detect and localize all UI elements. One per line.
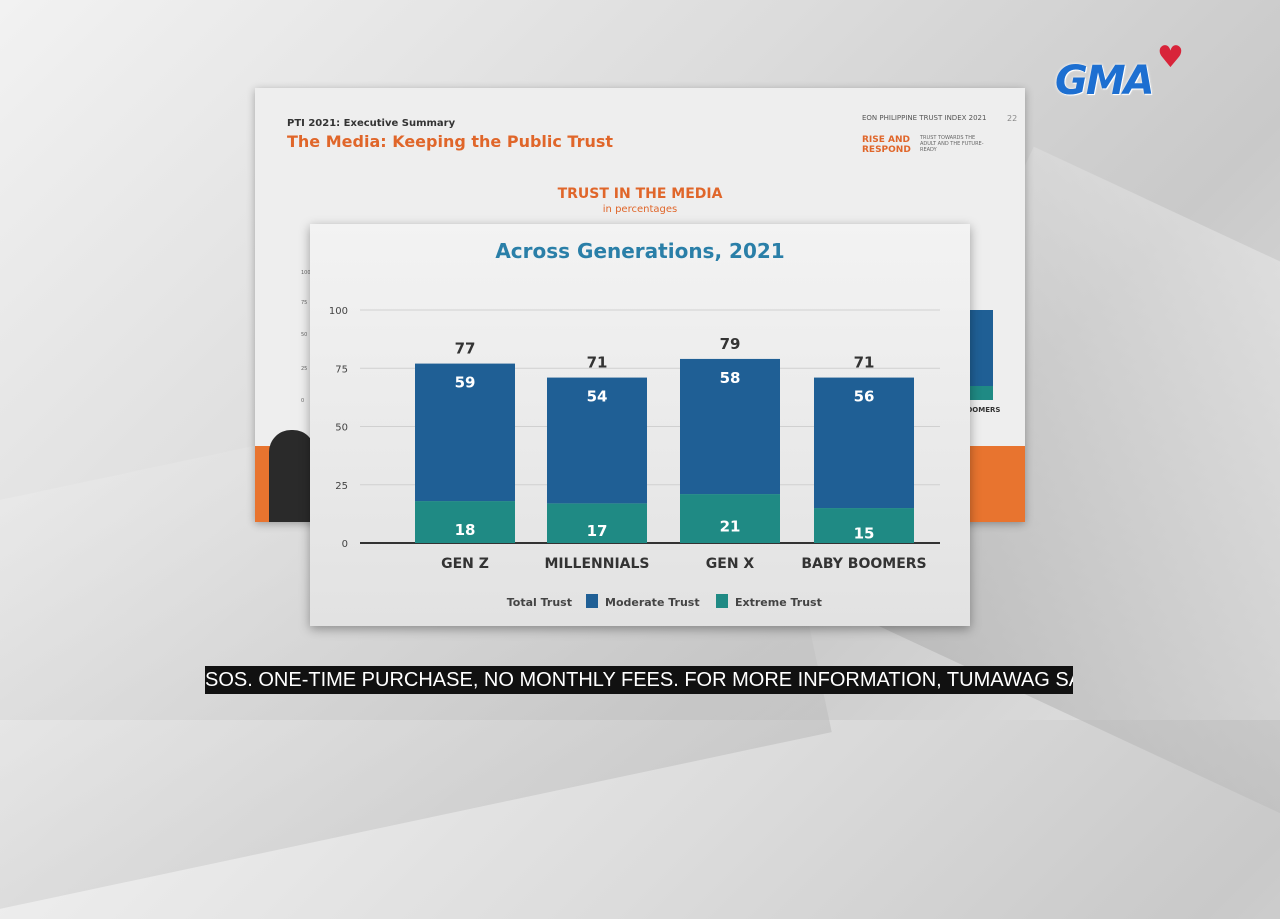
bar-extreme-trust <box>814 508 914 543</box>
total-label: 77 <box>455 340 476 358</box>
ghost-tick: 0 <box>301 398 305 404</box>
heart-logo-icon: ♥ <box>1157 40 1184 75</box>
bar-moderate-trust <box>814 377 914 509</box>
legend-label: Extreme Trust <box>735 596 822 609</box>
legend-swatch <box>586 594 598 608</box>
stacked-bar-chart: Across Generations, 2021 0 25 50 75 100 18 59 7… <box>329 239 940 609</box>
page-number: 22 <box>1007 114 1018 123</box>
category-label: BABY BOOMERS <box>801 556 926 572</box>
ticker-text: SOS. ONE-TIME PURCHASE, NO MONTHLY FEES.… <box>205 669 1073 691</box>
tagline: RISE AND RESPOND <box>862 135 911 155</box>
y-tick-label: 100 <box>329 306 348 317</box>
bar-value-label: 59 <box>455 374 476 392</box>
chart-title: Across Generations, 2021 <box>495 239 784 263</box>
slide-chart-subtitle: in percentages <box>602 204 678 215</box>
y-tick-label: 25 <box>335 481 348 492</box>
gma-logo: GMA <box>1055 58 1155 104</box>
slide-subtitle: PTI 2021: Executive Summary <box>287 118 456 129</box>
legend-total-trust: Total Trust <box>507 596 572 609</box>
bar-value-label: 17 <box>587 522 608 540</box>
y-tick-label: 0 <box>342 539 348 550</box>
bar-moderate-trust <box>680 358 780 495</box>
chart-panel: Across Generations, 2021 0 25 50 75 100 18 59 7… <box>310 224 970 626</box>
pti-logo: EON PHILIPPINE TRUST INDEX 2021 <box>862 114 987 122</box>
y-tick-label: 50 <box>335 423 348 434</box>
ghost-tick: 100 <box>301 270 311 276</box>
ghost-tick: 75 <box>301 300 308 306</box>
total-label: 71 <box>854 354 875 372</box>
tagline-small: TRUST TOWARDS THE ADULT AND THE FUTURE-R… <box>920 135 984 153</box>
bar-value-label: 54 <box>587 388 608 406</box>
total-label: 71 <box>587 354 608 372</box>
category-label: GEN X <box>706 556 755 572</box>
bar-value-label: 56 <box>854 388 875 406</box>
legend-label: Moderate Trust <box>605 596 700 609</box>
bar-value-label: 18 <box>455 521 476 539</box>
slide-chart-title: TRUST IN THE MEDIA <box>557 186 723 202</box>
ghost-bar <box>967 386 993 400</box>
ghost-tick: 25 <box>301 366 308 372</box>
ghost-label: BOOMERS <box>961 406 1001 414</box>
presenter <box>269 430 315 522</box>
ghost-bar <box>967 310 993 400</box>
bar-moderate-trust <box>415 363 515 502</box>
bar-moderate-trust <box>547 377 647 504</box>
category-label: MILLENNIALS <box>544 556 649 572</box>
bar-extreme-trust <box>415 501 515 543</box>
bar-value-label: 58 <box>720 369 741 387</box>
slide-title: The Media: Keeping the Public Trust <box>287 132 614 151</box>
y-tick-label: 75 <box>335 364 348 375</box>
bar-value-label: 15 <box>854 525 875 543</box>
total-label: 79 <box>720 335 741 353</box>
category-label: GEN Z <box>441 556 489 572</box>
bar-extreme-trust <box>547 503 647 543</box>
bar-value-label: 21 <box>720 518 741 536</box>
ghost-tick: 50 <box>301 332 308 338</box>
bar-extreme-trust <box>680 494 780 543</box>
news-ticker: SOS. ONE-TIME PURCHASE, NO MONTHLY FEES.… <box>205 666 1073 694</box>
legend-swatch <box>716 594 728 608</box>
